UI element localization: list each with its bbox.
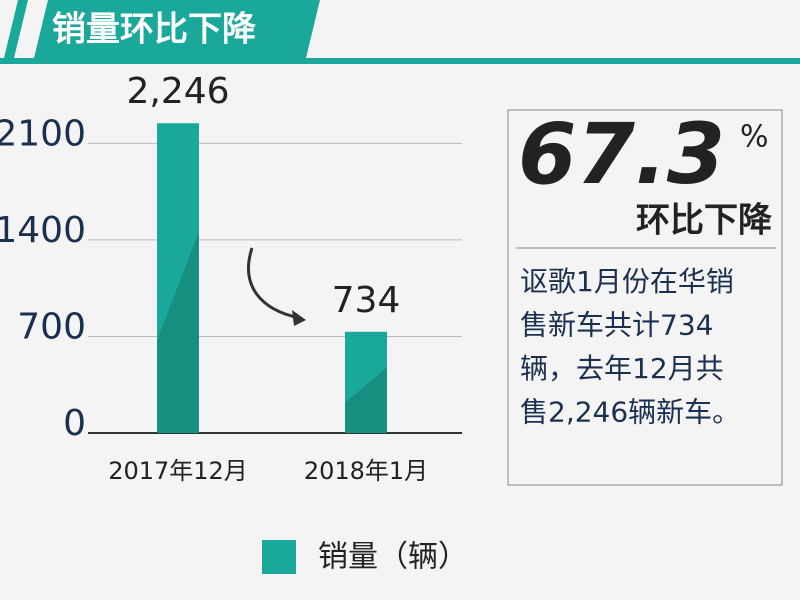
y-tick-label: 0 xyxy=(63,403,86,444)
x-tick-label: 2018年1月 xyxy=(304,457,428,485)
y-tick-label: 2100 xyxy=(0,113,86,154)
x-tick-label: 2017年12月 xyxy=(108,457,248,485)
header-stripe xyxy=(0,58,800,64)
header-title: 销量环比下降 xyxy=(52,10,257,50)
value-label: 2,246 xyxy=(126,71,229,112)
callout-line: 讴歌1月份在华销 xyxy=(520,265,734,298)
callout-line: 售2,246辆新车。 xyxy=(520,396,740,429)
header-deco xyxy=(4,0,28,58)
header-box xyxy=(34,0,320,58)
legend-swatch xyxy=(262,540,296,574)
callout-line: 辆，去年12月共 xyxy=(520,352,724,385)
callout-unit: % xyxy=(740,120,769,155)
y-tick-label: 1400 xyxy=(0,210,86,251)
bar xyxy=(157,123,199,433)
y-tick-label: 700 xyxy=(17,306,86,347)
callout-value: 67.3 xyxy=(518,105,725,203)
value-label: 734 xyxy=(332,280,401,321)
callout-label: 环比下降 xyxy=(636,201,773,241)
bar-shade xyxy=(345,367,387,433)
arrow-head xyxy=(292,310,306,326)
bar-shade xyxy=(157,231,199,433)
callout-line: 售新车共计734 xyxy=(520,309,713,342)
legend-label: 销量（辆） xyxy=(318,540,468,575)
bar xyxy=(345,331,387,433)
arrow xyxy=(247,247,301,320)
callout-box xyxy=(507,109,783,486)
